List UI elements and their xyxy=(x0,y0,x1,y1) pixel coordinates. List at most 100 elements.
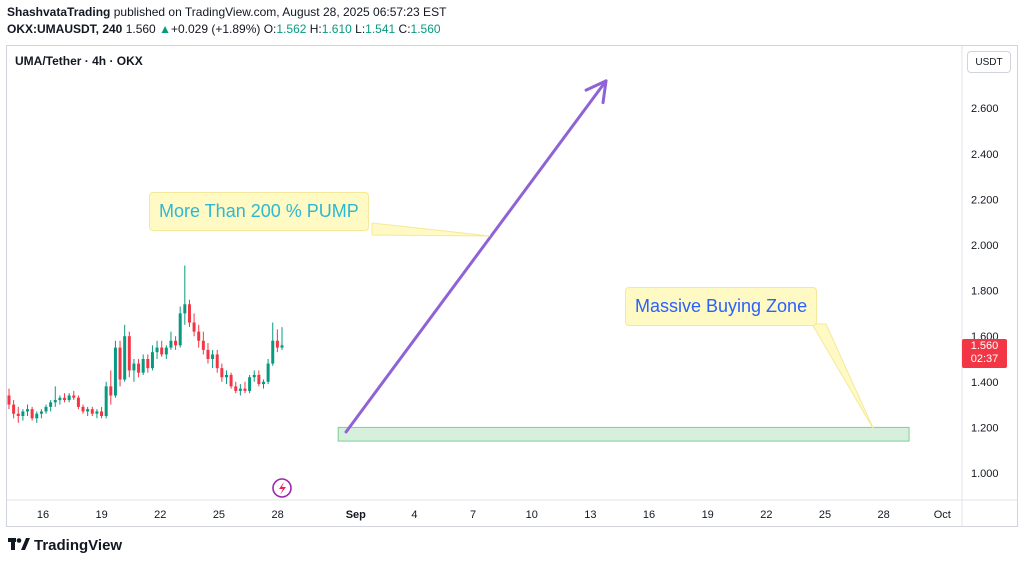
candle-body xyxy=(30,409,34,419)
up-triangle-icon: ▲ xyxy=(159,22,171,36)
candle-body xyxy=(7,395,11,405)
candle-up xyxy=(21,409,25,421)
candle-up xyxy=(67,393,71,403)
price-tick-label: 1.400 xyxy=(971,377,999,389)
candle-body xyxy=(132,363,136,371)
candle-body xyxy=(275,340,279,348)
buying-zone-annotation[interactable]: Massive Buying Zone xyxy=(625,287,818,326)
candle-up xyxy=(53,386,57,407)
candle-body xyxy=(141,359,145,373)
zone-callout-tail xyxy=(811,323,875,431)
time-tick-label: 7 xyxy=(470,509,476,521)
candle-down xyxy=(146,354,150,373)
candle-up xyxy=(252,370,256,382)
candle-down xyxy=(215,349,219,373)
candle-body xyxy=(35,413,39,419)
candle-body xyxy=(49,402,53,407)
time-tick-label: 19 xyxy=(96,509,108,521)
candle-down xyxy=(201,331,205,355)
candle-body xyxy=(53,400,57,403)
time-tick-label: Sep xyxy=(346,509,366,521)
low-value: 1.541 xyxy=(365,22,396,36)
candle-down xyxy=(137,359,141,378)
candle-body xyxy=(16,413,20,416)
candle-body xyxy=(155,347,159,353)
candle-up xyxy=(238,384,242,396)
candle-down xyxy=(192,313,196,337)
candle-body xyxy=(201,340,205,350)
candle-body xyxy=(146,359,150,369)
time-axis[interactable]: 16 19 22 25 28 Sep 4 7 10 13 16 19 22 25 28 Oct xyxy=(37,509,951,521)
candle-down xyxy=(160,340,164,357)
publisher-name[interactable]: ShashvataTrading xyxy=(7,5,111,19)
high-label: H: xyxy=(309,22,322,36)
candle-body xyxy=(160,347,164,355)
candle-down xyxy=(16,406,20,423)
publish-line: ShashvataTrading published on TradingVie… xyxy=(7,5,446,19)
time-tick-label: 16 xyxy=(643,509,655,521)
candle-body xyxy=(137,363,141,373)
candle-down xyxy=(197,324,201,348)
pump-annotation[interactable]: More Than 200 % PUMP xyxy=(149,192,369,231)
candle-body xyxy=(252,374,256,378)
candle-down xyxy=(81,404,85,414)
candle-body xyxy=(86,409,90,412)
currency-unit-button[interactable]: USDT xyxy=(967,51,1011,73)
candle-down xyxy=(100,406,104,419)
candle-body xyxy=(215,354,219,369)
candle-up xyxy=(104,381,108,419)
candle-body xyxy=(224,374,228,378)
candle-body xyxy=(104,386,108,416)
axes xyxy=(7,46,1017,526)
candles xyxy=(7,265,284,423)
candle-up xyxy=(280,327,284,350)
candle-body xyxy=(95,411,99,414)
candle-body xyxy=(271,340,275,364)
open-value: 1.562 xyxy=(276,22,307,36)
candle-body xyxy=(234,386,238,391)
buying-zone-rect[interactable] xyxy=(337,426,910,442)
pump-arrow[interactable] xyxy=(344,79,608,434)
candle-down xyxy=(206,343,210,364)
arrow-shaft xyxy=(344,79,608,434)
candle-up xyxy=(35,411,39,423)
candle-up xyxy=(155,340,159,359)
candle-up xyxy=(224,370,228,385)
candle-down xyxy=(90,406,94,416)
candle-body xyxy=(100,411,104,416)
candle-up xyxy=(141,354,145,375)
time-tick-label: 25 xyxy=(213,509,225,521)
candle-body xyxy=(206,349,210,359)
price-tick-label: 1.000 xyxy=(971,468,999,480)
open-label: O: xyxy=(263,22,277,36)
candle-body xyxy=(174,340,178,346)
flash-event-icon[interactable] xyxy=(272,478,292,498)
candle-down xyxy=(76,395,80,410)
candle-body xyxy=(44,406,48,412)
candle-body xyxy=(183,304,187,314)
pump-callout-tail xyxy=(371,222,491,237)
price-tag-value: 1.560 xyxy=(970,340,999,352)
candle-body xyxy=(192,322,196,332)
candle-body xyxy=(58,397,62,401)
time-tick-label: 25 xyxy=(819,509,831,521)
candle-up xyxy=(132,359,136,382)
symbol-line: OKX:UMAUSDT, 240 1.560 ▲+0.029 (+1.89%) … xyxy=(7,22,441,36)
time-tick-label: 13 xyxy=(584,509,596,521)
time-tick-label: 16 xyxy=(37,509,49,521)
price-axis[interactable]: 2.6002.4002.2002.0001.8001.6001.4001.200… xyxy=(971,103,999,480)
time-tick-label: 4 xyxy=(411,509,417,521)
time-tick-label: 22 xyxy=(760,509,772,521)
last-price-tag: 1.560 02:37 xyxy=(962,339,1007,368)
candle-body xyxy=(243,388,247,391)
candle-up xyxy=(261,379,265,389)
candle-up xyxy=(164,345,168,359)
candle-up xyxy=(271,322,275,366)
low-label: L: xyxy=(355,22,366,36)
tradingview-brand[interactable]: TradingView xyxy=(8,537,122,554)
candle-up xyxy=(39,409,43,419)
candle-up xyxy=(26,404,30,416)
candle-body xyxy=(123,336,127,380)
candle-body xyxy=(178,313,182,346)
